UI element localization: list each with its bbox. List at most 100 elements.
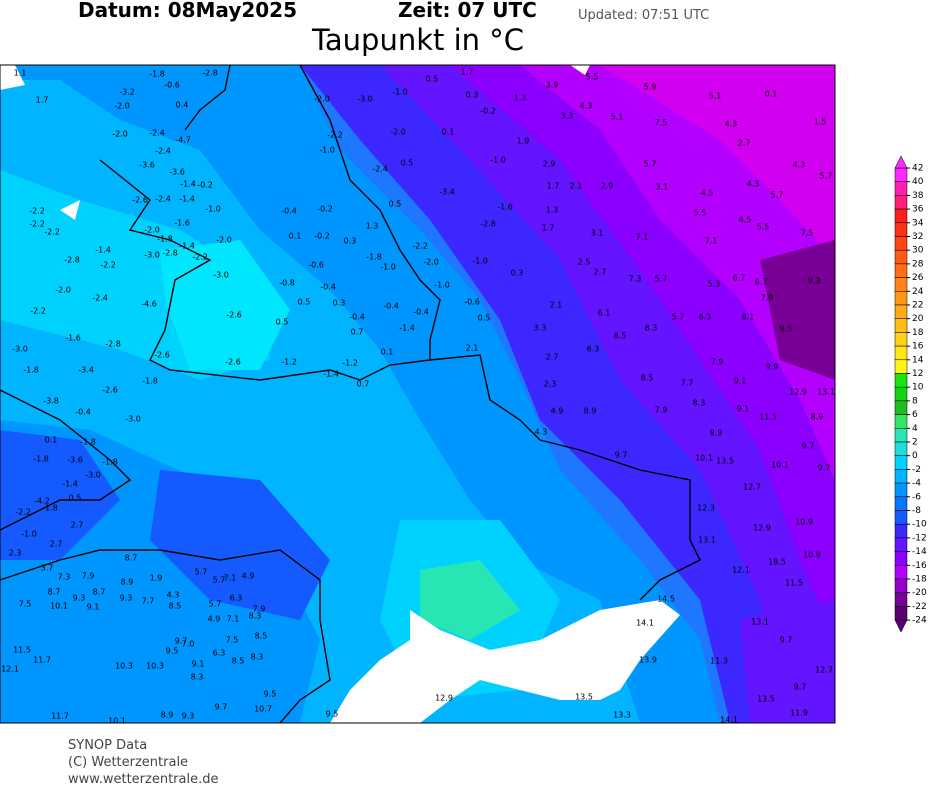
station-value: 0.3 [466,91,479,100]
station-value: 12.9 [789,388,807,397]
station-value: -1.0 [380,263,396,272]
station-labels: 1.1 1.7 -1.8 -2.8 -0.6 0.4 -2.0 -3.0 -1.0 0.5 1.7 5… [1,68,835,726]
station-value: 1.3 [366,222,379,231]
station-value: -0.2 [314,232,330,241]
station-value: -1.6 [65,334,81,343]
colorbar-label: -12 [912,533,927,543]
station-value: 7.5 [226,636,239,645]
station-value: 3.3 [561,112,574,121]
station-value: -0.4 [281,207,297,216]
colorbar-label: 16 [912,342,924,352]
station-value: 7.5 [19,600,32,609]
station-value: -1.0 [434,281,450,290]
station-value: 5.1 [611,113,624,122]
station-value: -2.0 [390,128,406,137]
station-value: -3.2 [119,88,135,97]
colorbar-label: 20 [912,314,924,324]
colorbar-label: -10 [912,520,927,530]
station-value: 0.5 [389,200,402,209]
colorbar-box [894,510,908,525]
station-value: 7.9 [711,358,724,367]
station-value: -0.4 [383,302,399,311]
station-value: 3.1 [591,229,604,238]
station-value: 8.5 [641,374,654,383]
station-value: 13.3 [613,711,631,720]
colorbar-box [894,332,908,347]
colorbar-box [894,441,908,456]
station-value: 5.7 [820,172,833,181]
colorbar-label: -14 [912,547,927,557]
station-value: -1.6 [174,219,190,228]
colorbar-box [894,222,908,237]
station-value: 8.5 [232,657,245,666]
station-value: 2.9 [601,182,614,191]
station-value: 0.1 [45,436,58,445]
station-value: 0.1 [765,90,778,99]
station-value: -1.8 [157,235,173,244]
station-value: 0.4 [176,101,189,110]
station-value: 13.1 [817,388,835,397]
colorbar-box [894,373,908,388]
station-value: 0.5 [401,159,414,168]
colorbar-label: -8 [912,506,921,516]
station-value: -1.0 [392,88,408,97]
colorbar-box [894,578,908,593]
station-value: 7.5 [655,119,668,128]
station-value: 11.5 [785,579,803,588]
colorbar-box [894,482,908,498]
station-value: 0.1 [381,348,394,357]
station-value: -0.8 [279,279,295,288]
colorbar-label: 8 [912,396,918,406]
station-value: 7.9 [761,294,774,303]
station-value: 8.3 [191,673,204,682]
station-value: 2.5 [578,258,591,267]
colorbar-label: 22 [912,301,923,311]
station-value: -3.0 [12,345,28,354]
station-value: -2.6 [132,196,148,205]
station-value: 8.5 [169,602,182,611]
station-value: -2.8 [202,69,218,78]
station-value: 8.3 [645,324,658,333]
station-value: 9.7 [818,464,831,473]
station-value: 8.9 [121,578,134,587]
station-value: -1.2 [342,359,358,368]
colorbar-box [894,291,908,306]
station-value: 5.1 [709,92,722,101]
station-value: -2.0 [314,95,330,104]
station-value: 2.7 [546,353,559,362]
station-value: 4.9 [551,407,564,416]
station-value: -0.2 [197,181,213,190]
station-value: 5.9 [644,83,657,92]
station-value: -1.0 [319,146,335,155]
station-value: 9.7 [215,703,228,712]
station-value: -2.2 [412,242,428,251]
colorbar-box [894,249,908,265]
station-value: -2.6 [226,311,242,320]
station-value: 7.1 [705,237,718,246]
station-value: 1.9 [517,137,530,146]
station-value: -2.0 [216,236,232,245]
station-value: -0.6 [308,261,324,270]
station-value: 18.5 [768,558,786,567]
station-value: 0.5 [298,298,311,307]
colorbar-box [894,181,908,196]
station-value: 10.3 [115,662,133,671]
station-value: 4.9 [208,615,221,624]
station-value: -1.0 [21,530,37,539]
station-value: 14.1 [720,716,738,725]
station-value: 8.3 [251,653,264,662]
station-value: 11.3 [710,657,728,666]
station-value: 8.9 [584,407,597,416]
station-value: 5.7 [655,275,668,284]
colorbar: 424038363432302826242220181614121086420-… [894,155,927,633]
station-value: 7.3 [58,573,71,582]
station-value: 2.7 [71,521,84,530]
station-value: -3.0 [357,95,373,104]
station-value: -2.2 [15,508,31,517]
station-value: -0.4 [320,283,336,292]
station-value: 9.1 [734,377,747,386]
station-value: 13.5 [716,457,734,466]
footer-copyright: (C) Wetterzentrale [68,755,188,770]
station-value: -1.4 [323,370,339,379]
station-value: -4.7 [175,136,191,145]
